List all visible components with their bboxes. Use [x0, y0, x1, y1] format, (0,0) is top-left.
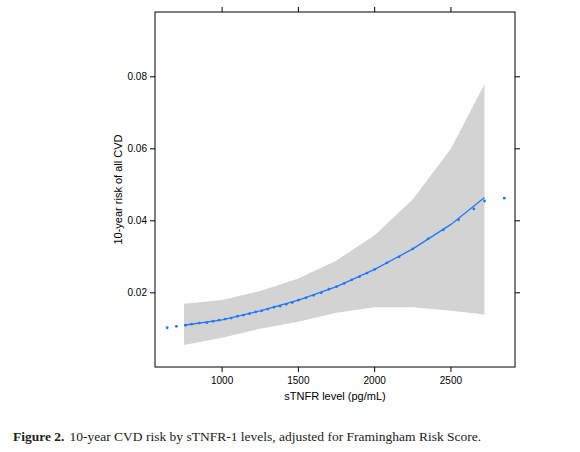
data-point	[291, 301, 294, 304]
data-point	[385, 262, 388, 265]
data-point	[373, 268, 376, 271]
data-point	[358, 275, 361, 278]
plot-frame	[155, 12, 515, 367]
data-point	[218, 319, 221, 322]
data-point	[248, 312, 251, 315]
caption-text: 10-year CVD risk by sTNFR-1 levels, adju…	[70, 429, 482, 444]
y-tick-right	[515, 148, 520, 149]
data-point	[297, 299, 300, 302]
x-tick-label: 2500	[440, 375, 463, 386]
y-tick-label: 0.06	[128, 143, 148, 154]
data-point	[273, 306, 276, 309]
x-tick	[222, 367, 223, 372]
data-point	[398, 255, 401, 258]
data-point	[335, 285, 338, 288]
data-point	[266, 308, 269, 311]
data-point	[279, 305, 282, 308]
x-tick-top	[298, 7, 299, 12]
x-tick-label: 1000	[211, 375, 234, 386]
x-tick	[450, 367, 451, 372]
data-point	[442, 228, 445, 231]
data-point	[190, 323, 193, 326]
data-point	[350, 278, 353, 281]
chart: 1000 1500 2000 2500 0.02 0.04 0.06 0.08 sTNFR le…	[0, 0, 580, 452]
y-axis-label: 10-year risk of all CVD	[112, 134, 124, 244]
caption: Figure 2. 10-year CVD risk by sTNFR-1 lev…	[13, 429, 481, 444]
y-tick-label: 0.08	[128, 71, 148, 82]
data-point	[427, 237, 430, 240]
confidence-band	[184, 84, 485, 345]
y-tick	[150, 148, 155, 149]
data-point	[236, 315, 239, 318]
data-point	[305, 296, 308, 299]
data-point	[184, 324, 187, 327]
data-point	[175, 325, 178, 328]
data-point	[212, 320, 215, 323]
fit-line	[184, 197, 485, 325]
x-tick-top	[222, 7, 223, 12]
y-tick-right	[515, 76, 520, 77]
x-tick-label: 2000	[364, 375, 387, 386]
x-tick-top	[374, 7, 375, 12]
data-point	[242, 314, 245, 317]
data-point	[472, 208, 475, 211]
y-tick-right	[515, 292, 520, 293]
data-point	[198, 322, 201, 325]
data-point	[254, 311, 257, 314]
y-tick-label: 0.02	[128, 287, 148, 298]
data-point	[503, 197, 506, 200]
y-tick	[150, 292, 155, 293]
data-point	[312, 294, 315, 297]
caption-label: Figure 2.	[13, 429, 65, 444]
x-tick-top	[450, 7, 451, 12]
y-tick-right	[515, 220, 520, 221]
data-point	[260, 309, 263, 312]
data-point	[166, 326, 169, 329]
y-tick	[150, 220, 155, 221]
data-point	[483, 200, 486, 203]
data-point	[328, 288, 331, 291]
x-tick-label: 1500	[287, 375, 310, 386]
data-point	[343, 282, 346, 285]
plot-area	[166, 84, 506, 345]
x-tick	[374, 367, 375, 372]
x-axis-label: sTNFR level (pg/mL)	[284, 390, 385, 402]
data-point	[411, 248, 414, 251]
data-point	[205, 321, 208, 324]
data-point	[320, 291, 323, 294]
y-tick	[150, 76, 155, 77]
y-tick-label: 0.04	[128, 215, 148, 226]
data-point	[366, 272, 369, 275]
data-point	[457, 218, 460, 221]
data-point	[224, 318, 227, 321]
data-point	[285, 303, 288, 306]
x-tick	[298, 367, 299, 372]
data-point	[230, 317, 233, 320]
